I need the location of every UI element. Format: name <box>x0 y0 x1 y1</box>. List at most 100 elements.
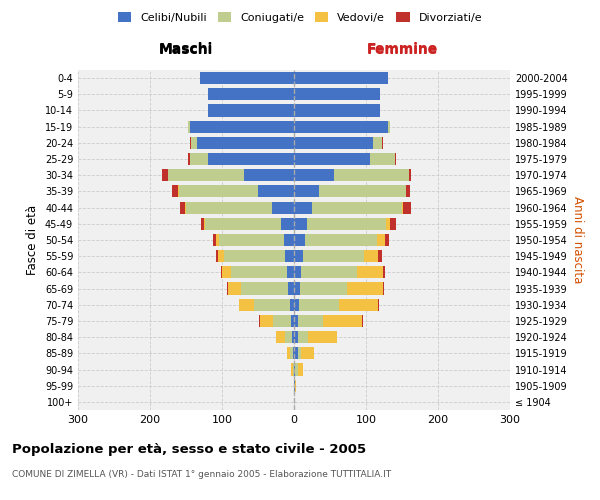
Bar <box>241 282 288 294</box>
Bar <box>281 218 294 230</box>
Bar <box>294 153 370 165</box>
Bar <box>188 153 190 165</box>
Bar <box>287 348 290 360</box>
Bar <box>312 202 402 213</box>
Bar <box>273 315 291 327</box>
Bar <box>172 186 178 198</box>
Bar <box>390 218 395 230</box>
Bar <box>299 298 338 311</box>
Bar <box>294 348 298 360</box>
Bar <box>190 120 294 132</box>
Bar <box>288 282 294 294</box>
Text: Maschi: Maschi <box>159 42 213 56</box>
Bar <box>395 153 396 165</box>
Bar <box>294 234 305 246</box>
Bar <box>179 186 258 198</box>
Bar <box>292 331 294 343</box>
Bar <box>190 153 208 165</box>
Bar <box>214 234 215 246</box>
Bar <box>298 315 323 327</box>
Bar <box>290 298 294 311</box>
Bar <box>254 298 290 311</box>
Bar <box>409 169 412 181</box>
Bar <box>168 169 244 181</box>
Bar <box>218 250 224 262</box>
Bar <box>219 234 284 246</box>
Legend: Celibi/Nubili, Coniugati/e, Vedovi/e, Divorziati/e: Celibi/Nubili, Coniugati/e, Vedovi/e, Di… <box>113 8 487 28</box>
Bar <box>294 315 298 327</box>
Text: Popolazione per età, sesso e stato civile - 2005: Popolazione per età, sesso e stato civil… <box>12 442 366 456</box>
Bar <box>319 186 406 198</box>
Bar <box>276 331 284 343</box>
Bar <box>294 266 301 278</box>
Bar <box>294 169 334 181</box>
Bar <box>239 298 254 311</box>
Bar <box>186 202 272 213</box>
Bar <box>294 202 312 213</box>
Bar <box>307 218 386 230</box>
Bar <box>221 266 222 278</box>
Bar <box>295 380 296 392</box>
Bar <box>300 282 347 294</box>
Bar <box>378 298 379 311</box>
Bar <box>358 266 383 278</box>
Bar <box>370 153 395 165</box>
Bar <box>224 250 286 262</box>
Bar <box>364 250 378 262</box>
Bar <box>216 250 218 262</box>
Bar <box>298 331 308 343</box>
Bar <box>291 364 293 376</box>
Bar <box>293 348 294 360</box>
Bar <box>298 348 301 360</box>
Bar <box>284 234 294 246</box>
Bar <box>383 282 384 294</box>
Bar <box>362 315 363 327</box>
Bar <box>197 137 294 149</box>
Bar <box>290 348 293 360</box>
Bar <box>284 331 292 343</box>
Bar <box>244 169 294 181</box>
Bar <box>302 250 364 262</box>
Bar <box>208 104 294 117</box>
Text: Maschi: Maschi <box>159 43 213 57</box>
Bar <box>305 234 377 246</box>
Bar <box>334 169 409 181</box>
Bar <box>301 348 314 360</box>
Bar <box>178 186 179 198</box>
Bar <box>200 72 294 84</box>
Bar <box>291 315 294 327</box>
Bar <box>294 120 388 132</box>
Bar <box>188 120 190 132</box>
Bar <box>294 282 300 294</box>
Text: COMUNE DI ZIMELLA (VR) - Dati ISTAT 1° gennaio 2005 - Elaborazione TUTTITALIA.IT: COMUNE DI ZIMELLA (VR) - Dati ISTAT 1° g… <box>12 470 391 479</box>
Bar <box>259 315 260 327</box>
Y-axis label: Fasce di età: Fasce di età <box>26 205 39 275</box>
Text: Femmine: Femmine <box>367 43 437 57</box>
Bar <box>383 266 385 278</box>
Bar <box>179 202 185 213</box>
Bar <box>301 266 358 278</box>
Bar <box>403 202 410 213</box>
Bar <box>294 104 380 117</box>
Bar <box>230 266 287 278</box>
Bar <box>205 218 281 230</box>
Bar <box>347 282 383 294</box>
Bar <box>294 298 299 311</box>
Bar <box>204 218 205 230</box>
Bar <box>294 364 295 376</box>
Bar <box>229 282 241 294</box>
Bar <box>260 315 273 327</box>
Bar <box>295 364 298 376</box>
Bar <box>293 364 294 376</box>
Bar <box>222 266 230 278</box>
Bar <box>294 72 388 84</box>
Bar <box>298 364 304 376</box>
Bar <box>294 380 295 392</box>
Bar <box>208 88 294 101</box>
Bar <box>294 331 298 343</box>
Bar <box>382 137 383 149</box>
Bar <box>406 186 410 198</box>
Y-axis label: Anni di nascita: Anni di nascita <box>571 196 584 284</box>
Bar <box>272 202 294 213</box>
Bar <box>185 202 186 213</box>
